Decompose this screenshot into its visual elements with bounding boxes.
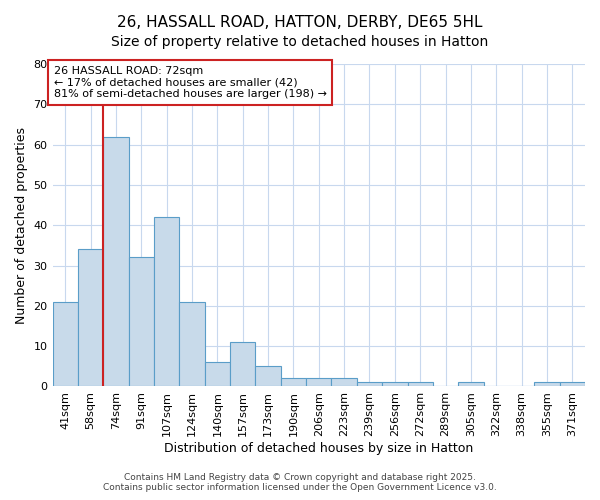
Bar [357, 382, 382, 386]
Bar [560, 382, 585, 386]
Bar [230, 342, 256, 386]
Bar [306, 378, 331, 386]
Bar [205, 362, 230, 386]
Bar [331, 378, 357, 386]
Bar [179, 302, 205, 386]
Bar [281, 378, 306, 386]
Bar [103, 136, 128, 386]
Text: Size of property relative to detached houses in Hatton: Size of property relative to detached ho… [112, 35, 488, 49]
X-axis label: Distribution of detached houses by size in Hatton: Distribution of detached houses by size … [164, 442, 473, 455]
Bar [78, 250, 103, 386]
Y-axis label: Number of detached properties: Number of detached properties [15, 126, 28, 324]
Text: 26, HASSALL ROAD, HATTON, DERBY, DE65 5HL: 26, HASSALL ROAD, HATTON, DERBY, DE65 5H… [117, 15, 483, 30]
Text: Contains HM Land Registry data © Crown copyright and database right 2025.
Contai: Contains HM Land Registry data © Crown c… [103, 473, 497, 492]
Bar [382, 382, 407, 386]
Bar [458, 382, 484, 386]
Bar [534, 382, 560, 386]
Bar [256, 366, 281, 386]
Text: 26 HASSALL ROAD: 72sqm
← 17% of detached houses are smaller (42)
81% of semi-det: 26 HASSALL ROAD: 72sqm ← 17% of detached… [54, 66, 327, 99]
Bar [154, 217, 179, 386]
Bar [407, 382, 433, 386]
Bar [53, 302, 78, 386]
Bar [128, 258, 154, 386]
